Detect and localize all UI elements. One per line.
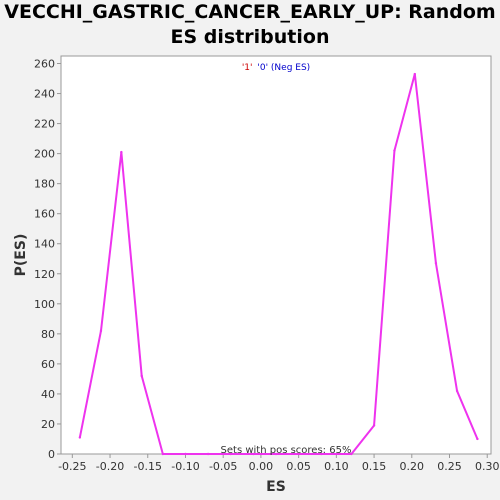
chart-title-line-2: ES distribution (170, 26, 330, 48)
legend-item-1: '1' (242, 63, 253, 73)
x-tick-label: 0.30 (475, 460, 500, 473)
y-tick-label: 160 (34, 208, 55, 221)
y-tick-label: 60 (41, 358, 55, 371)
y-tick-label: 40 (41, 388, 55, 401)
data-point (413, 72, 417, 76)
x-axis-ticks: -0.25 -0.20 -0.15 -0.10 -0.05 0.00 0.05 0.10 0.1… (58, 454, 499, 473)
x-tick-label: 0.15 (362, 460, 387, 473)
y-axis-ticks: 0 20 40 60 80 100 120 140 160 180 200 220 240 260 (34, 58, 61, 461)
y-tick-label: 20 (41, 418, 55, 431)
y-tick-label: 0 (48, 448, 55, 461)
data-point (184, 452, 187, 456)
y-tick-label: 180 (34, 178, 55, 191)
data-point (393, 149, 396, 152)
data-point (229, 452, 232, 456)
x-tick-label: 0.05 (286, 460, 311, 473)
data-point (120, 150, 123, 154)
data-point (372, 424, 376, 427)
legend-item-0: '0' (Neg ES) (257, 63, 310, 73)
data-point (455, 389, 459, 393)
y-tick-label: 240 (34, 88, 55, 101)
y-tick-label: 100 (34, 298, 55, 311)
pos-scores-annotation: Sets with pos scores: 65% (221, 445, 352, 456)
x-tick-label: 0.20 (400, 460, 425, 473)
data-point (274, 452, 278, 456)
data-point (350, 452, 353, 456)
y-tick-label: 80 (41, 328, 55, 341)
chart-title: VECCHI_GASTRIC_CANCER_EARLY_UP: Random E… (0, 0, 500, 50)
y-tick-label: 200 (34, 148, 55, 161)
data-point (140, 374, 143, 378)
data-point (99, 329, 103, 333)
x-tick-label: -0.05 (209, 460, 237, 473)
data-point (252, 452, 255, 456)
x-tick-label: -0.25 (58, 460, 86, 473)
x-axis-label: ES (266, 479, 286, 495)
data-point (297, 452, 300, 456)
y-tick-label: 220 (34, 118, 55, 131)
y-axis-label: P(ES) (13, 234, 29, 277)
y-tick-label: 120 (34, 268, 55, 281)
y-tick-label: 260 (34, 58, 55, 71)
x-tick-label: -0.20 (96, 460, 124, 473)
x-tick-label: -0.15 (134, 460, 162, 473)
data-point (161, 452, 165, 456)
chart-title-line-1: VECCHI_GASTRIC_CANCER_EARLY_UP: Random (4, 1, 496, 23)
x-tick-label: 0.00 (249, 460, 274, 473)
data-point (476, 437, 479, 441)
y-tick-label: 140 (34, 238, 55, 251)
x-tick-label: 0.25 (437, 460, 462, 473)
x-tick-label: 0.10 (324, 460, 349, 473)
legend: '1' '0' (Neg ES) (242, 63, 310, 73)
data-point (434, 262, 438, 265)
data-point (78, 436, 82, 439)
data-point (320, 452, 323, 456)
data-point (206, 452, 210, 456)
series-line (78, 72, 479, 456)
x-tick-label: -0.10 (171, 460, 199, 473)
plot-area (60, 55, 492, 455)
